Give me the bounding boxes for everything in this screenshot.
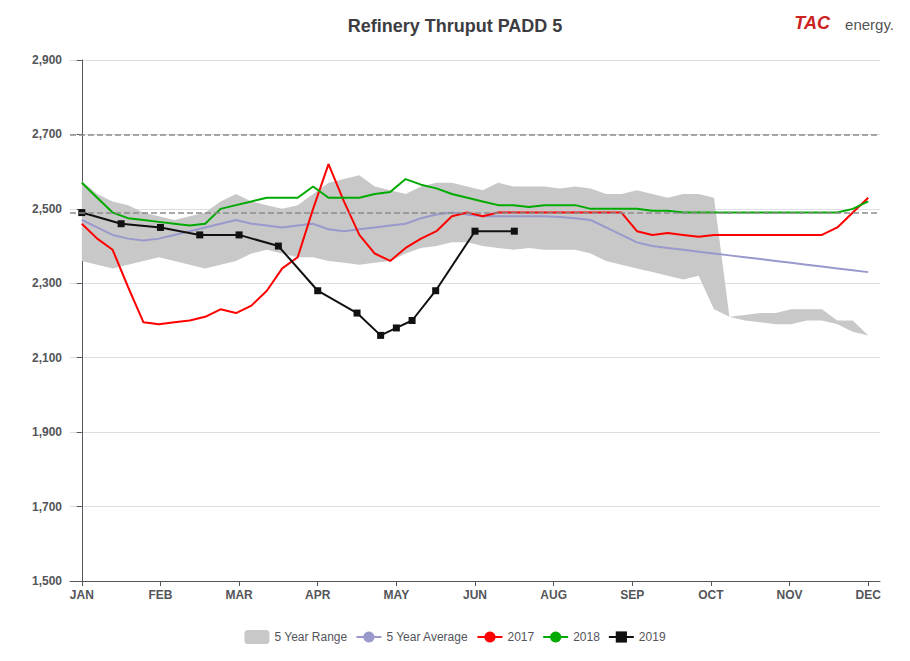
svg-text:SEP: SEP: [620, 588, 644, 602]
svg-text:AUG: AUG: [540, 588, 567, 602]
svg-text:2,100: 2,100: [32, 351, 62, 365]
svg-text:5 Year Range: 5 Year Range: [274, 630, 347, 644]
svg-text:1,700: 1,700: [32, 500, 62, 514]
svg-text:2,500: 2,500: [32, 202, 62, 216]
svg-text:APR: APR: [305, 588, 331, 602]
svg-text:energy.: energy.: [845, 16, 894, 33]
svg-text:JUN: JUN: [463, 588, 487, 602]
svg-text:OCT: OCT: [698, 588, 724, 602]
svg-text:MAR: MAR: [225, 588, 253, 602]
svg-text:DEC: DEC: [856, 588, 882, 602]
svg-text:Refinery Thruput PADD 5: Refinery Thruput PADD 5: [348, 16, 563, 36]
svg-text:MAY: MAY: [384, 588, 410, 602]
svg-text:2,900: 2,900: [32, 53, 62, 67]
svg-text:JAN: JAN: [70, 588, 94, 602]
svg-text:5 Year Average: 5 Year Average: [386, 630, 468, 644]
svg-text:1,500: 1,500: [32, 574, 62, 588]
svg-text:2019: 2019: [639, 630, 666, 644]
svg-text:1,900: 1,900: [32, 425, 62, 439]
svg-text:2018: 2018: [573, 630, 600, 644]
svg-text:TAC: TAC: [794, 13, 831, 33]
svg-text:FEB: FEB: [148, 588, 172, 602]
svg-text:NOV: NOV: [777, 588, 803, 602]
svg-text:2017: 2017: [507, 630, 534, 644]
svg-text:2,300: 2,300: [32, 276, 62, 290]
svg-text:2,700: 2,700: [32, 127, 62, 141]
